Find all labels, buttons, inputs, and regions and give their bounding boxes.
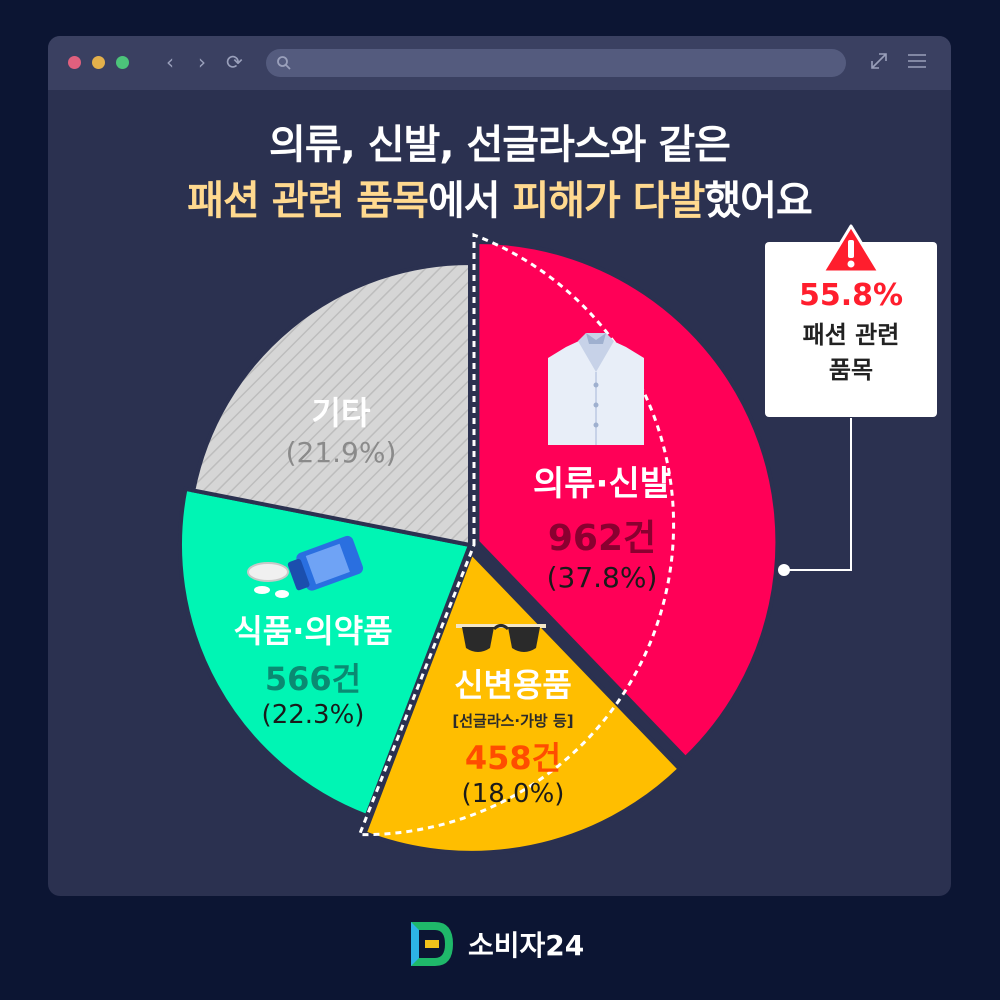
accessories-sublabel: [선글라스·가방 등] [452, 712, 574, 730]
callout-label-2: 품목 [828, 356, 874, 384]
food-count: 566건 [264, 660, 362, 698]
reload-icon[interactable]: ⟳ [226, 50, 243, 74]
callout-percent: 55.8% [798, 278, 904, 313]
headline-line-2: 패션 관련 품목에서 피해가 다발했어요 [48, 168, 951, 226]
back-icon[interactable]: ‹ [166, 50, 174, 74]
warning-icon [821, 224, 881, 274]
clothing-label: 의류·신발 [532, 464, 672, 504]
address-bar[interactable] [266, 49, 846, 77]
browser-titlebar: ‹ › ⟳ [48, 36, 951, 90]
shirt-icon [548, 333, 644, 445]
callout-connector [784, 418, 852, 571]
slice-accessories [362, 549, 683, 855]
accessories-label: 신변용품 [454, 666, 572, 704]
medicine-bottle-icon [247, 535, 364, 598]
headline-text-3: 했어요 [704, 178, 812, 224]
sunglasses-icon [456, 624, 546, 652]
headline-highlight-1: 패션 관련 품목 [187, 178, 429, 224]
fashion-group-outline [357, 232, 675, 837]
other-percent: (21.9%) [285, 436, 397, 469]
menu-icon[interactable] [906, 50, 928, 72]
headline-line-1: 의류, 신발, 선글라스와 같은 [48, 112, 951, 170]
expand-icon[interactable] [868, 50, 890, 72]
maximize-dot-icon[interactable] [116, 56, 129, 69]
other-label: 기타 [311, 394, 371, 432]
consumer24-logo-text: 소비자24 [468, 929, 585, 962]
slice-other [190, 260, 472, 548]
forward-icon[interactable]: › [198, 50, 206, 74]
slice-label-clothing: 의류·신발 962건 (37.8%) [492, 456, 712, 594]
clothing-count: 962건 [547, 518, 657, 559]
food-label: 식품·의약품 [233, 612, 393, 650]
slice-label-food: 식품·의약품 566건 (22.3%) [198, 606, 428, 730]
callout-label-1: 패션 관련 [802, 321, 900, 349]
headline-text-2: 에서 [427, 178, 513, 224]
slice-label-accessories: 신변용품 [선글라스·가방 등] 458건 (18.0%) [413, 660, 613, 809]
headline-highlight-2: 피해가 다발 [512, 178, 705, 224]
accessories-percent: (18.0%) [461, 779, 565, 809]
minimize-dot-icon[interactable] [92, 56, 105, 69]
callout-connector-dot [778, 564, 790, 576]
search-icon [277, 56, 291, 70]
headline-text-1: 의류, 신발, 선글라스와 같은 [269, 122, 731, 168]
close-dot-icon[interactable] [68, 56, 81, 69]
food-percent: (22.3%) [261, 700, 365, 730]
consumer24-logo-icon [411, 922, 453, 966]
fashion-callout: 55.8% 패션 관련 품목 [765, 224, 937, 417]
accessories-count: 458건 [464, 739, 562, 777]
clothing-percent: (37.8%) [546, 561, 658, 594]
slice-label-other: 기타 (21.9%) [266, 388, 416, 469]
